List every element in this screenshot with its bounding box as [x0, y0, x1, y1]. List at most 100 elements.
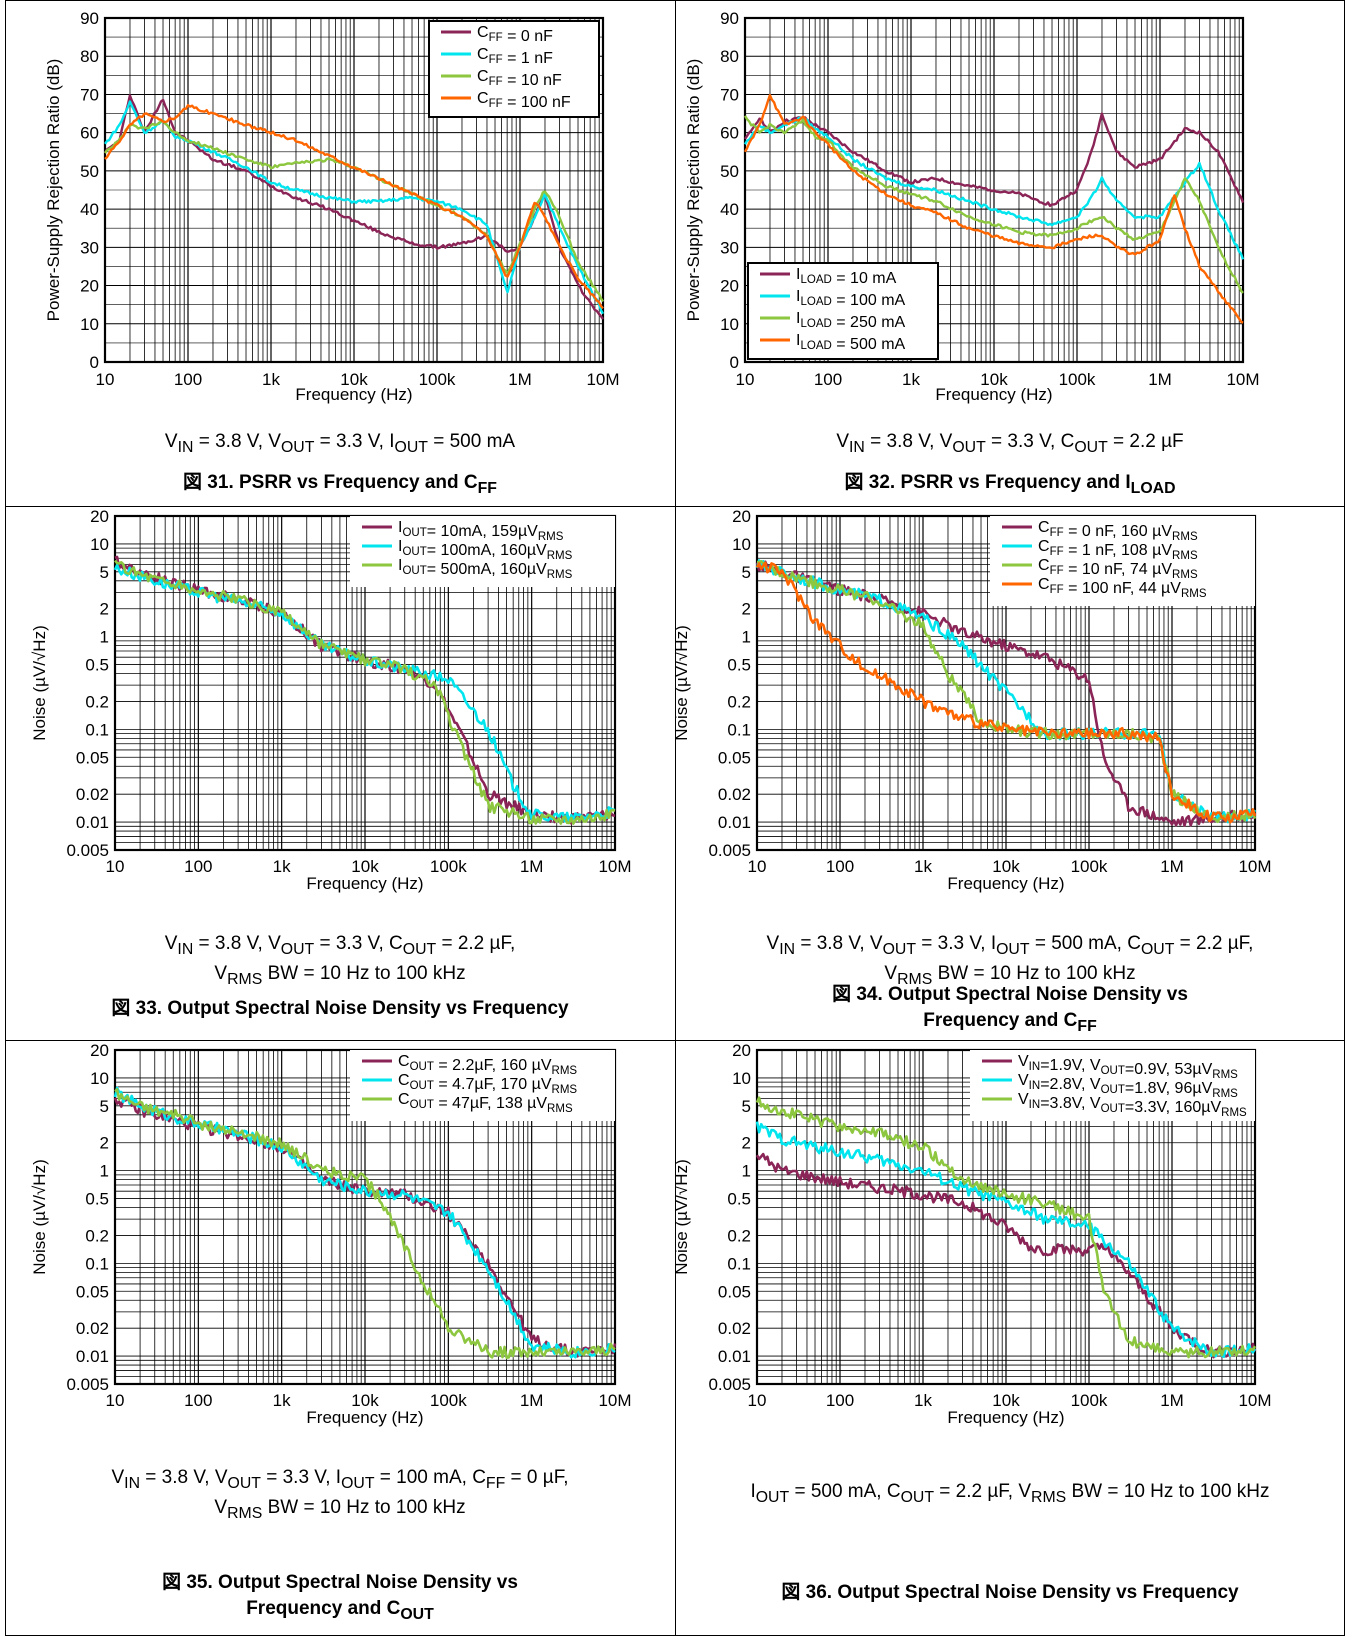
series-line — [743, 93, 1244, 324]
legend-label-part: = 100 nF, 44 µV — [1064, 580, 1182, 597]
y-tick-label: 10 — [90, 1069, 109, 1088]
legend-label: IOUT= 10mA, 159µVRMS — [398, 519, 564, 543]
legend-label-part: C — [1038, 576, 1050, 593]
x-tick-label: 1M — [1160, 857, 1184, 876]
chart-fig31: 10 100 1k 10k 100k 1M 10M0102030405060708090Fr… — [44, 9, 620, 404]
x-axis-label: Frequency (Hz) — [295, 385, 412, 404]
x-tick-label: 10k — [351, 1391, 379, 1410]
y-tick-label: 0.5 — [85, 656, 109, 675]
series-line — [743, 115, 1244, 294]
x-tick-label: 1k — [914, 857, 932, 876]
legend-label-part: C — [398, 1072, 410, 1089]
x-tick-label: 100k — [1059, 370, 1096, 389]
legend-label-part: V — [1018, 1053, 1029, 1070]
y-axis-label: Noise (µV/√Hz) — [675, 625, 691, 740]
legend-box — [990, 516, 1255, 606]
legend-label-sub: RMS — [1221, 1107, 1247, 1119]
legend-label-part: = 500 mA — [832, 336, 906, 353]
legend-label-part: = 10 nF — [503, 72, 562, 89]
legend-label-part: C — [1038, 538, 1050, 555]
x-tick-label: 1k — [262, 370, 280, 389]
x-tick-label: 10k — [351, 857, 379, 876]
y-tick-label: 0.01 — [718, 813, 751, 832]
y-tick-label: 0.01 — [76, 1347, 109, 1366]
y-tick-label: 2 — [100, 600, 109, 619]
y-tick-label: 5 — [742, 563, 751, 582]
legend-label-part: I — [398, 557, 402, 574]
y-axis-label: Power-Supply Rejection Ratio (dB) — [44, 59, 63, 322]
y-tick-label: 20 — [90, 507, 109, 526]
conditions-fig33: VIN = 3.8 V, VOUT = 3.3 V, COUT = 2.2 µF… — [164, 933, 516, 988]
series-line — [114, 1088, 616, 1360]
legend-label-part: C — [477, 46, 489, 63]
y-tick-label: 0.2 — [85, 1226, 109, 1245]
x-tick-label: 10M — [598, 1391, 631, 1410]
caption-fig36: 図 36. Output Spectral Noise Density vs F… — [781, 1582, 1239, 1603]
y-tick-label: 0.1 — [85, 1254, 109, 1273]
legend-label: ILOAD = 500 mA — [796, 332, 906, 353]
panel-fig34: 10 100 1k 10k 100k 1M 10M 0.005 0.01 0.02 0.05 0.1 0… — [675, 506, 1345, 1040]
legend-label-sub: OUT — [1101, 1084, 1125, 1096]
y-tick-label: 0.5 — [85, 1190, 109, 1209]
x-tick-label: 1k — [902, 370, 920, 389]
column-divider — [675, 0, 676, 1636]
legend-label-part: = 2.2µF, 160 µV — [434, 1057, 552, 1074]
legend-label-sub: IN — [1029, 1099, 1041, 1111]
y-tick-label: 20 — [90, 1041, 109, 1060]
figure-grid: 10 100 1k 10k 100k 1M 10M 0 10 20 30 40 50 60 70 80 90 Fr… — [5, 0, 1345, 1636]
y-tick-label: 20 — [80, 277, 99, 296]
y-tick-label: 40 — [80, 200, 99, 219]
y-tick-label: 0.01 — [76, 813, 109, 832]
x-tick-label: 10 — [748, 1391, 767, 1410]
plot-frame — [103, 16, 605, 364]
legend-label-sub: OUT — [410, 1099, 434, 1111]
legend-label: CFF = 10 nF, 74 µVRMS — [1038, 557, 1198, 581]
legend-label-part: = 0 nF — [503, 28, 553, 45]
y-tick-label: 80 — [720, 47, 739, 66]
y-tick-label: 0.1 — [727, 1254, 751, 1273]
chart-fig35: 10 100 1k 10k 100k 1M 10M 0.005 0.01 0.02 0.05 0.1 0… — [30, 1041, 632, 1427]
legend-label-part: = 1 nF, 108 µV — [1064, 542, 1173, 559]
y-tick-label: 0.05 — [718, 1282, 751, 1301]
legend-label-part: =1.9V, V — [1040, 1057, 1101, 1074]
y-tick-label: 0.01 — [718, 1347, 751, 1366]
x-tick-label: 10M — [1238, 1391, 1271, 1410]
legend-label: CFF = 0 nF, 160 µVRMS — [1038, 519, 1198, 543]
legend-label-sub: FF — [1050, 527, 1064, 539]
y-tick-label: 30 — [80, 238, 99, 257]
legend-label: ILOAD = 10 mA — [796, 266, 897, 287]
legend-label-sub: FF — [489, 54, 503, 66]
conditions-fig35: VIN = 3.8 V, VOUT = 3.3 V, IOUT = 100 mA… — [111, 1467, 569, 1522]
y-tick-label: 70 — [720, 85, 739, 104]
series-line — [104, 103, 604, 310]
legend-box — [428, 20, 600, 118]
conditions-fig32: VIN = 3.8 V, VOUT = 3.3 V, COUT = 2.2 µF — [836, 431, 1184, 456]
legend-label-part: I — [796, 310, 800, 327]
x-axis-label: Frequency (Hz) — [947, 874, 1064, 893]
legend-label: COUT = 47µF, 138 µVRMS — [398, 1091, 573, 1115]
y-tick-label: 0.2 — [727, 692, 751, 711]
x-tick-label: 10 — [96, 370, 115, 389]
legend-label-part: = 500mA, 160µV — [427, 561, 547, 578]
y-tick-label: 0.005 — [708, 841, 751, 860]
legend-label: IOUT= 100mA, 160µVRMS — [398, 538, 573, 562]
legend-label-part: C — [477, 24, 489, 41]
x-tick-label: 10 — [106, 857, 125, 876]
legend-label-part: I — [796, 288, 800, 305]
row-divider-2 — [5, 1040, 1345, 1041]
x-axis-label: Frequency (Hz) — [935, 385, 1052, 404]
y-tick-label: 70 — [80, 85, 99, 104]
y-tick-label: 10 — [80, 315, 99, 334]
x-tick-label: 10 — [106, 1391, 125, 1410]
y-tick-label: 0 — [730, 353, 739, 372]
chart-fig36: 10 100 1k 10k 100k 1M 10M 0.005 0.01 0.02 0.05 0.1 0… — [675, 1041, 1272, 1427]
caption-fig35: 図 35. Output Spectral Noise Density vs Fr… — [162, 1572, 518, 1623]
legend-box — [970, 1050, 1255, 1121]
x-tick-label: 1M — [520, 857, 544, 876]
legend-label-part: = 10 mA — [832, 270, 897, 287]
series-group — [113, 555, 616, 825]
x-tick-label: 100 — [184, 857, 212, 876]
legend-label-sub: IN — [1029, 1080, 1041, 1092]
